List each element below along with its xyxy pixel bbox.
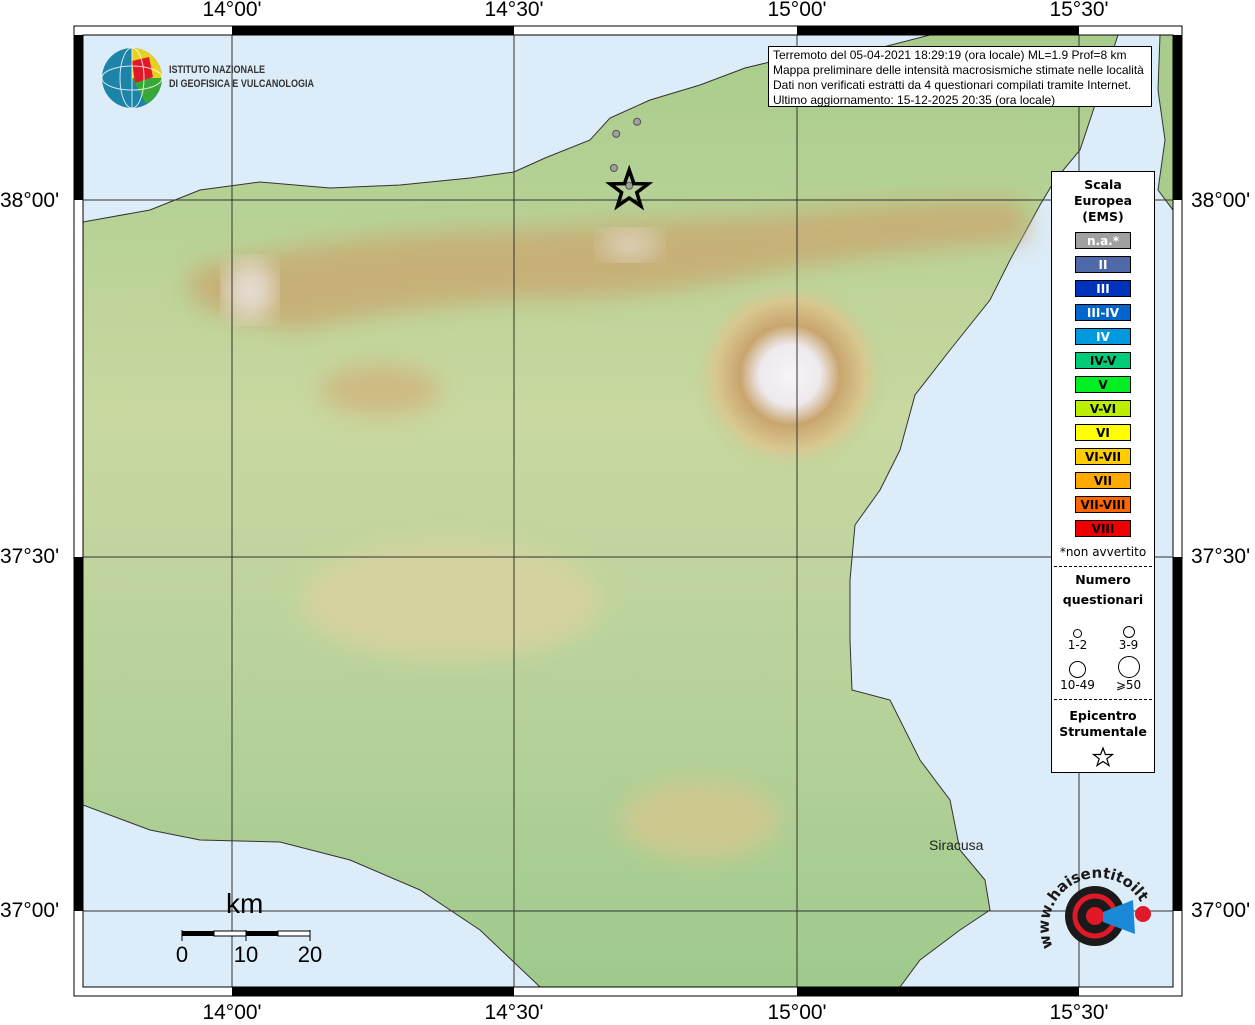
legend-class-3: III-IV (1075, 304, 1131, 321)
legend-title-line: Scala (1084, 177, 1122, 192)
place-label-siracusa: Siracusa (929, 837, 984, 853)
circle-icon (1122, 626, 1135, 638)
epicenter-title: Epicentro Strumentale (1052, 708, 1154, 740)
size-50-plus: ⩾50 (1103, 654, 1154, 692)
legend-note: *non avvertito (1059, 545, 1147, 559)
scale-label: 20 (297, 942, 323, 967)
lon-label-bottom: 15°30' (1049, 1001, 1109, 1024)
epicenter-title-line: Epicentro (1069, 708, 1137, 723)
lon-label-bottom: 14°00' (202, 1001, 262, 1024)
event-info-line: Terremoto del 05-04-2021 18:29:19 (ora l… (773, 48, 1127, 62)
scale-unit: km (226, 888, 264, 919)
legend-class-12: VIII (1075, 520, 1131, 537)
hsit-logo: www.haisentitoilterremoto.it (1033, 852, 1152, 951)
size-label: ⩾50 (1115, 678, 1142, 692)
intensity-point (609, 164, 618, 173)
legend: Scala Europea (EMS) n.a.* II III III-IV IV IV… (1051, 171, 1155, 773)
etna-volcano (690, 275, 890, 475)
legend-class-7: V-VI (1075, 400, 1131, 417)
legend-class-10: VII (1075, 472, 1131, 489)
lon-label-bottom: 15°00' (767, 1001, 827, 1024)
lat-label-right: 38°00' (1191, 189, 1251, 212)
size-label: 10-49 (1060, 678, 1095, 692)
ingv-name-line: ISTITUTO NAZIONALE (169, 64, 266, 76)
size-1-2: 1-2 (1052, 614, 1103, 652)
questionnaires-title: Numero questionari (1052, 570, 1154, 610)
scale-label: 0 (175, 942, 189, 967)
size-label: 3-9 (1118, 638, 1139, 652)
circle-icon (1073, 629, 1082, 638)
questionnaires-title-line: questionari (1062, 592, 1144, 607)
map-frame (73, 25, 1183, 997)
legend-class-5: IV-V (1075, 352, 1131, 369)
size-3-9: 3-9 (1103, 614, 1154, 652)
lat-label-left: 37°00' (0, 899, 60, 922)
ingv-logo (101, 47, 163, 113)
ingv-name-line: DI GEOFISICA E VULCANOLOGIA (169, 78, 314, 90)
lon-label-bottom: 14°30' (484, 1001, 544, 1024)
lon-label-top: 15°30' (1049, 0, 1109, 21)
intensity-point (625, 181, 634, 190)
globe-icon (101, 47, 163, 109)
scale-label: 10 (233, 942, 259, 967)
lon-label-top: 15°00' (767, 0, 827, 21)
legend-title-line: Europea (1073, 193, 1133, 208)
lon-label-top: 14°30' (484, 0, 544, 21)
event-info-line: Dati non verificati estratti da 4 questi… (773, 78, 1132, 92)
size-label: 1-2 (1067, 638, 1088, 652)
legend-divider (1054, 566, 1152, 567)
scale-bar: km 0 10 20 (170, 888, 330, 970)
event-info-box: Terremoto del 05-04-2021 18:29:19 (ora l… (768, 46, 1152, 107)
epicenter-star-icon (1091, 746, 1115, 767)
lon-label-top: 14°00' (202, 0, 262, 21)
legend-class-11: VII-VIII (1075, 496, 1131, 513)
legend-class-1: II (1075, 256, 1131, 273)
legend-class-0: n.a.* (1075, 232, 1131, 249)
lat-label-left: 38°00' (0, 189, 60, 212)
legend-class-8: VI (1075, 424, 1131, 441)
lat-label-left: 37°30' (0, 545, 60, 568)
epicenter-title-line: Strumentale (1059, 724, 1147, 739)
legend-class-9: VI-VII (1075, 448, 1131, 465)
lat-label-right: 37°30' (1191, 545, 1251, 568)
scale-bar-graphic (181, 930, 311, 941)
questionnaires-title-line: Numero (1075, 572, 1131, 587)
legend-class-2: III (1075, 280, 1131, 297)
legend-title: Scala Europea (EMS) (1052, 177, 1154, 225)
epicenter-star-icon (605, 164, 654, 211)
legend-class-6: V (1075, 376, 1131, 393)
calabria-land (1157, 35, 1173, 211)
ingv-name: ISTITUTO NAZIONALE DI GEOFISICA E VULCAN… (169, 63, 314, 91)
legend-divider (1054, 699, 1152, 700)
event-info-line: Ultimo aggiornamento: 15-12-2025 20:35 (… (773, 93, 1056, 107)
legend-title-line: (EMS) (1082, 209, 1124, 224)
event-info-line: Mappa preliminare delle intensità macros… (773, 63, 1144, 77)
circle-icon (1069, 661, 1086, 678)
size-10-49: 10-49 (1052, 654, 1103, 692)
lat-label-right: 37°00' (1191, 899, 1251, 922)
circle-icon (1117, 656, 1140, 678)
legend-class-4: IV (1075, 328, 1131, 345)
intensity-point (612, 129, 621, 138)
intensity-point (633, 117, 642, 126)
